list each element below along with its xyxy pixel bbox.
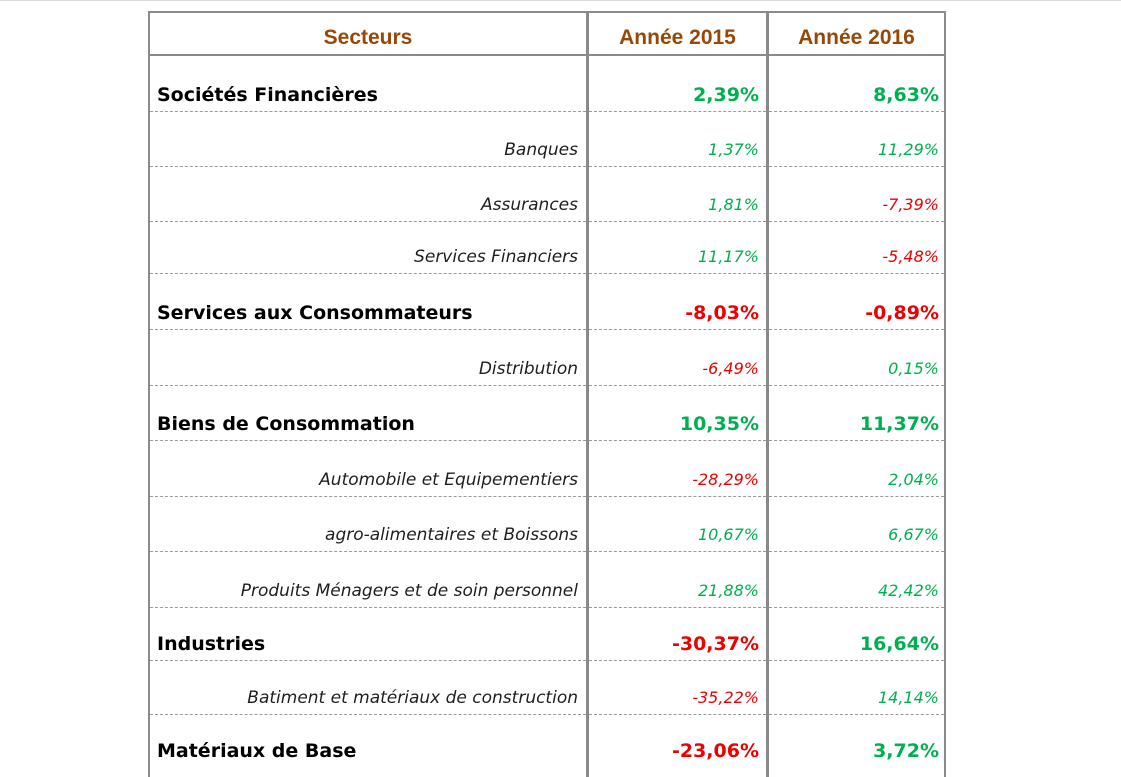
row-separator — [769, 496, 944, 497]
header-year-2015: Année 2015 — [619, 26, 736, 49]
value-2015: 1,81% — [708, 195, 759, 214]
value-2016: 14,14% — [877, 688, 939, 707]
row-separator — [769, 166, 944, 167]
header-year-2016: Année 2016 — [798, 26, 915, 49]
table-row: Batiment et matériaux de construction -35… — [150, 661, 944, 715]
row-separator — [150, 273, 586, 274]
row-separator — [150, 551, 586, 552]
sector-name: agro-alimentaires et Boissons — [325, 525, 578, 545]
sector-name: Banques — [504, 140, 578, 160]
sector-name: Industries — [157, 633, 266, 655]
sector-name: Produits Ménagers et de soin personnel — [240, 581, 578, 601]
value-2016: 0,15% — [888, 359, 939, 378]
value-2016: 2,04% — [888, 470, 939, 489]
table-row: Biens de Consommation 10,35% 11,37% — [150, 386, 944, 441]
row-separator — [769, 111, 944, 112]
sector-name: Batiment et matériaux de construction — [247, 688, 578, 708]
row-separator — [589, 166, 766, 167]
value-2015: 10,35% — [679, 413, 759, 435]
row-separator — [769, 607, 944, 608]
row-separator — [769, 221, 944, 222]
row-separator — [769, 660, 944, 661]
row-separator — [589, 111, 766, 112]
value-2016: 42,42% — [877, 581, 939, 600]
value-2016: -0,89% — [865, 302, 939, 324]
row-separator — [150, 166, 586, 167]
row-separator — [589, 329, 766, 330]
row-separator — [150, 221, 586, 222]
row-separator — [769, 273, 944, 274]
row-separator — [589, 607, 766, 608]
sector-name: Services aux Consommateurs — [157, 302, 473, 324]
sector-name: Biens de Consommation — [157, 413, 415, 435]
value-2015: 2,39% — [693, 84, 759, 106]
sector-name: Services Financiers — [414, 247, 578, 267]
table-row: agro-alimentaires et Boissons 10,67% 6,67% — [150, 497, 944, 552]
row-separator — [769, 440, 944, 441]
row-separator — [589, 496, 766, 497]
value-2015: 11,17% — [697, 247, 759, 266]
row-separator — [589, 273, 766, 274]
sector-name: Assurances — [481, 195, 578, 215]
table-row: Banques 1,37% 11,29% — [150, 112, 944, 167]
value-2015: -28,29% — [692, 470, 759, 489]
row-separator — [589, 551, 766, 552]
row-separator — [589, 714, 766, 715]
value-2016: 3,72% — [873, 740, 939, 762]
value-2015: 21,88% — [697, 581, 759, 600]
table-row: Services aux Consommateurs -8,03% -0,89% — [150, 274, 944, 330]
table-row: Matériaux de Base -23,06% 3,72% — [150, 715, 944, 768]
value-2016: -5,48% — [882, 247, 939, 266]
sector-name: Matériaux de Base — [157, 740, 357, 762]
row-separator — [150, 385, 586, 386]
sector-performance-table: Secteurs Année 2015 Année 2016 Sociétés … — [148, 11, 946, 777]
value-2016: 11,37% — [859, 413, 939, 435]
row-separator — [150, 607, 586, 608]
value-2015: -35,22% — [692, 688, 759, 707]
value-2016: 6,67% — [888, 525, 939, 544]
column-divider — [586, 13, 589, 777]
row-separator — [150, 440, 586, 441]
row-separator — [150, 714, 586, 715]
row-separator — [589, 221, 766, 222]
table-row: Automobile et Equipementiers -28,29% 2,04% — [150, 441, 944, 497]
row-separator — [589, 385, 766, 386]
row-separator — [150, 111, 586, 112]
row-separator — [769, 385, 944, 386]
row-separator — [769, 551, 944, 552]
table-row: Services Financiers 11,17% -5,48% — [150, 222, 944, 274]
row-separator — [769, 714, 944, 715]
header-sectors: Secteurs — [323, 26, 413, 49]
value-2016: 11,29% — [877, 140, 939, 159]
value-2015: -23,06% — [671, 740, 759, 762]
table-row: Assurances 1,81% -7,39% — [150, 167, 944, 222]
row-separator — [589, 440, 766, 441]
sector-name: Automobile et Equipementiers — [319, 470, 578, 490]
sector-name: Sociétés Financières — [157, 84, 378, 106]
row-separator — [150, 496, 586, 497]
value-2016: 16,64% — [859, 633, 939, 655]
value-2015: -30,37% — [671, 633, 759, 655]
value-2016: 8,63% — [873, 84, 939, 106]
column-divider — [766, 13, 769, 777]
row-separator — [589, 660, 766, 661]
value-2015: -8,03% — [685, 302, 759, 324]
value-2015: 10,67% — [697, 525, 759, 544]
sector-name: Distribution — [478, 359, 578, 379]
value-2015: 1,37% — [708, 140, 759, 159]
top-border-line — [0, 0, 1121, 1]
row-separator — [150, 329, 586, 330]
value-2015: -6,49% — [702, 359, 759, 378]
table-row: Industries -30,37% 16,64% — [150, 608, 944, 661]
value-2016: -7,39% — [882, 195, 939, 214]
row-separator — [769, 329, 944, 330]
table-row: Distribution -6,49% 0,15% — [150, 330, 944, 386]
row-separator — [150, 660, 586, 661]
table-row: Sociétés Financières 2,39% 8,63% — [150, 56, 944, 112]
table-header: Secteurs Année 2015 Année 2016 — [150, 13, 944, 56]
table-row: Produits Ménagers et de soin personnel 21… — [150, 552, 944, 608]
